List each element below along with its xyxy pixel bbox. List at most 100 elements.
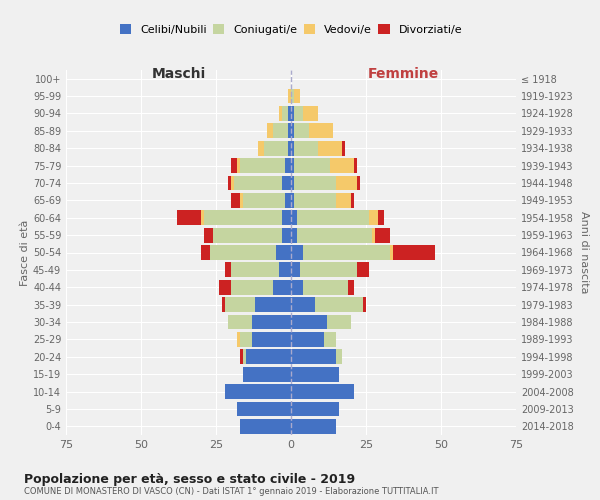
Bar xyxy=(255,298,291,312)
Text: Maschi: Maschi xyxy=(151,66,206,80)
Bar xyxy=(288,141,291,156)
Y-axis label: Fasce di età: Fasce di età xyxy=(20,220,30,286)
Bar xyxy=(240,332,252,347)
Bar xyxy=(378,210,384,225)
Bar xyxy=(243,350,246,364)
Bar xyxy=(204,228,213,242)
Bar xyxy=(240,419,291,434)
Bar xyxy=(231,176,234,190)
Text: Popolazione per età, sesso e stato civile - 2019: Popolazione per età, sesso e stato civil… xyxy=(24,472,355,486)
Bar xyxy=(294,176,336,190)
Bar xyxy=(267,124,273,138)
Bar xyxy=(225,298,255,312)
Bar xyxy=(348,280,354,294)
Bar xyxy=(297,228,372,242)
Bar xyxy=(291,88,294,104)
Bar xyxy=(213,228,282,242)
Bar xyxy=(291,419,336,434)
Bar xyxy=(204,210,282,225)
Bar xyxy=(291,280,303,294)
Bar xyxy=(210,245,276,260)
Bar xyxy=(291,384,354,399)
Y-axis label: Anni di nascita: Anni di nascita xyxy=(579,211,589,294)
Bar xyxy=(291,332,324,347)
Bar xyxy=(300,262,357,278)
Bar xyxy=(315,298,363,312)
Legend: Celibi/Nubili, Coniugati/e, Vedovi/e, Divorziati/e: Celibi/Nubili, Coniugati/e, Vedovi/e, Di… xyxy=(120,24,462,35)
Bar xyxy=(225,384,291,399)
Bar xyxy=(282,228,291,242)
Bar xyxy=(336,176,357,190)
Bar xyxy=(336,193,351,208)
Bar xyxy=(291,350,336,364)
Bar xyxy=(237,158,240,173)
Bar xyxy=(291,367,339,382)
Bar xyxy=(294,193,336,208)
Bar xyxy=(285,193,291,208)
Bar xyxy=(258,141,264,156)
Bar xyxy=(297,210,369,225)
Bar xyxy=(327,314,351,330)
Bar xyxy=(291,210,297,225)
Bar xyxy=(294,106,303,121)
Bar xyxy=(291,176,294,190)
Bar xyxy=(282,176,291,190)
Text: COMUNE DI MONASTERO DI VASCO (CN) - Dati ISTAT 1° gennaio 2019 - Elaborazione TU: COMUNE DI MONASTERO DI VASCO (CN) - Dati… xyxy=(24,488,439,496)
Bar xyxy=(294,158,330,173)
Bar xyxy=(228,176,231,190)
Bar xyxy=(240,193,243,208)
Bar xyxy=(288,88,291,104)
Bar xyxy=(237,402,291,416)
Bar xyxy=(279,262,291,278)
Bar xyxy=(201,245,210,260)
Bar xyxy=(354,158,357,173)
Bar xyxy=(357,176,360,190)
Bar xyxy=(243,367,291,382)
Bar xyxy=(294,141,318,156)
Bar xyxy=(252,332,291,347)
Bar xyxy=(303,245,390,260)
Bar xyxy=(336,350,342,364)
Bar xyxy=(264,141,288,156)
Bar xyxy=(231,262,279,278)
Bar xyxy=(357,262,369,278)
Bar xyxy=(228,314,252,330)
Bar xyxy=(291,141,294,156)
Bar xyxy=(291,245,303,260)
Bar xyxy=(291,262,300,278)
Bar xyxy=(318,141,342,156)
Bar xyxy=(294,124,309,138)
Bar xyxy=(291,193,294,208)
Bar xyxy=(291,106,294,121)
Bar xyxy=(390,245,393,260)
Bar xyxy=(303,106,318,121)
Bar xyxy=(285,158,291,173)
Bar xyxy=(291,298,315,312)
Bar xyxy=(273,124,288,138)
Bar xyxy=(324,332,336,347)
Bar xyxy=(246,350,291,364)
Bar xyxy=(330,158,354,173)
Bar xyxy=(243,193,285,208)
Bar xyxy=(282,210,291,225)
Bar xyxy=(252,314,291,330)
Bar xyxy=(288,106,291,121)
Bar xyxy=(240,350,243,364)
Bar xyxy=(273,280,291,294)
Bar xyxy=(291,402,339,416)
Bar xyxy=(201,210,204,225)
Bar xyxy=(372,228,375,242)
Bar xyxy=(177,210,201,225)
Bar xyxy=(303,280,348,294)
Bar xyxy=(291,124,294,138)
Bar xyxy=(279,106,282,121)
Bar xyxy=(342,141,345,156)
Bar xyxy=(375,228,390,242)
Bar xyxy=(369,210,378,225)
Bar xyxy=(291,158,294,173)
Bar xyxy=(363,298,366,312)
Bar xyxy=(219,280,231,294)
Bar xyxy=(237,332,240,347)
Bar xyxy=(291,228,297,242)
Bar xyxy=(294,88,300,104)
